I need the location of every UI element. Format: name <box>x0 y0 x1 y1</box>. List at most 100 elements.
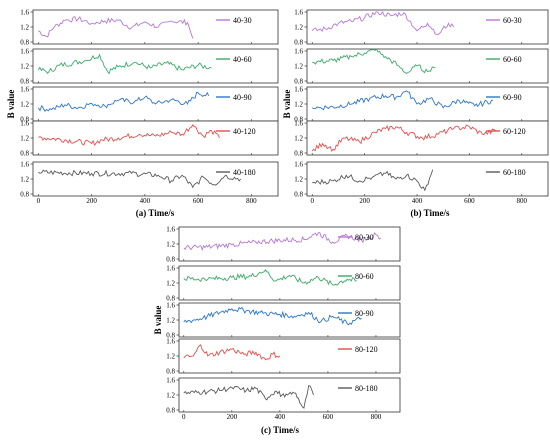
panel-caption-b: (b) Time/s <box>411 208 450 218</box>
series-line-60-180 <box>312 169 434 192</box>
legend-label: 60-90 <box>503 93 522 102</box>
y-tick-label: 1.6 <box>166 302 175 310</box>
chart-panels: 0.8 1.2 1.6 40-30 0.8 1.2 1.6 40-60 0.8 1.2 1.6 40-… <box>20 9 549 421</box>
y-axis-label: B value <box>153 306 163 335</box>
legend-label: 60-120 <box>503 127 526 136</box>
panel-caption-c: (c) Time/s <box>261 425 299 435</box>
y-tick-label: 0.8 <box>166 295 175 303</box>
legend-label: 80-60 <box>355 272 374 281</box>
y-tick-label: 0.8 <box>294 150 303 158</box>
y-tick-label: 1.2 <box>20 63 29 71</box>
series-line-80-30 <box>183 232 381 252</box>
subplot-80-90: 0.8 1.2 1.6 80-90 <box>166 302 401 340</box>
subplot-40-30: 0.8 1.2 1.6 40-30 <box>20 9 279 47</box>
series-line-80-180 <box>183 384 314 409</box>
subplot-frame <box>32 161 279 197</box>
x-tick-label: 200 <box>86 197 97 205</box>
y-tick-label: 1.6 <box>20 120 29 128</box>
legend-label: 40-120 <box>233 127 256 136</box>
x-tick-label: 400 <box>275 413 286 421</box>
series-line-80-120 <box>183 344 281 361</box>
subplot-60-180: 0.8 1.2 1.6 60-180 <box>294 161 549 199</box>
y-tick-label: 0.8 <box>166 368 175 376</box>
series-line-40-30 <box>38 16 194 39</box>
y-tick-label: 1.6 <box>294 9 303 17</box>
y-tick-label: 0.8 <box>294 191 303 199</box>
series-line-40-180 <box>38 169 242 189</box>
y-tick-label: 1.6 <box>166 265 175 273</box>
subplot-80-30: 0.8 1.2 1.6 80-30 <box>166 226 401 264</box>
legend-label: 60-30 <box>503 16 522 25</box>
subplot-40-180: 0.8 1.2 1.6 40-180 <box>20 161 279 199</box>
subplot-80-180: 0.8 1.2 1.6 80-180 <box>166 377 401 415</box>
subplot-frame <box>32 9 279 45</box>
legend-label: 80-30 <box>355 233 374 242</box>
subplot-frame <box>306 161 549 197</box>
legend-label: 80-180 <box>355 384 378 393</box>
y-axis-label: B value <box>282 90 292 119</box>
y-tick-label: 0.8 <box>166 407 175 415</box>
x-tick-label: 0 <box>310 197 314 205</box>
x-tick-label: 0 <box>37 197 41 205</box>
y-tick-label: 1.2 <box>166 280 175 288</box>
x-tick-label: 200 <box>227 413 238 421</box>
y-tick-label: 0.8 <box>294 39 303 47</box>
y-tick-label: 0.8 <box>20 150 29 158</box>
y-tick-label: 1.6 <box>166 338 175 346</box>
legend-label: 40-90 <box>233 93 252 102</box>
y-tick-label: 1.2 <box>20 176 29 184</box>
subplot-80-60: 0.8 1.2 1.6 80-60 <box>166 265 401 303</box>
subplot-40-60: 0.8 1.2 1.6 40-60 <box>20 48 279 86</box>
y-tick-label: 0.8 <box>20 116 29 124</box>
subplot-frame <box>178 302 401 338</box>
y-tick-label: 1.2 <box>20 101 29 109</box>
y-axis-label-c: B value <box>153 306 163 335</box>
subplot-80-120: 0.8 1.2 1.6 80-120 <box>166 338 401 376</box>
y-tick-label: 1.2 <box>294 101 303 109</box>
y-tick-label: 1.6 <box>294 120 303 128</box>
y-tick-label: 1.6 <box>20 48 29 56</box>
series-line-40-60 <box>37 53 212 75</box>
series-line-40-90 <box>37 91 210 112</box>
subplot-60-90: 0.8 1.2 1.6 60-90 <box>294 86 549 124</box>
legend-label: 60-180 <box>503 168 526 177</box>
x-tick-label: 600 <box>193 197 204 205</box>
x-tick-label: 600 <box>323 413 334 421</box>
y-tick-label: 1.2 <box>294 176 303 184</box>
y-tick-label: 0.8 <box>20 78 29 86</box>
legend-label: 40-60 <box>233 55 252 64</box>
y-tick-label: 1.6 <box>20 86 29 94</box>
legend-label: 80-120 <box>355 345 378 354</box>
y-tick-label: 0.8 <box>20 39 29 47</box>
y-tick-label: 1.6 <box>294 161 303 169</box>
x-tick-label: 200 <box>359 197 370 205</box>
series-line-40-120 <box>38 124 220 147</box>
panel-caption-a: (a) Time/s <box>136 208 175 218</box>
y-axis-label-b: B value <box>282 90 292 119</box>
subplot-60-30: 0.8 1.2 1.6 60-30 <box>294 9 549 47</box>
series-line-60-120 <box>311 124 496 152</box>
subplot-40-90: 0.8 1.2 1.6 40-90 <box>20 86 279 124</box>
series-line-60-60 <box>312 48 436 75</box>
legend-label: 60-60 <box>503 55 522 64</box>
y-axis-label-a: B value <box>6 90 16 119</box>
subplot-40-120: 0.8 1.2 1.6 40-120 <box>20 120 279 158</box>
y-tick-label: 0.8 <box>166 256 175 264</box>
series-line-60-90 <box>312 90 493 111</box>
y-tick-label: 1.2 <box>294 24 303 32</box>
y-axis-label: B value <box>6 90 16 119</box>
y-tick-label: 1.2 <box>294 63 303 71</box>
subplot-frame <box>306 86 549 122</box>
x-tick-label: 600 <box>464 197 475 205</box>
legend-label: 80-90 <box>355 309 374 318</box>
x-tick-label: 800 <box>517 197 528 205</box>
y-tick-label: 1.6 <box>166 226 175 234</box>
legend-label: 40-180 <box>233 168 256 177</box>
y-tick-label: 1.2 <box>166 241 175 249</box>
y-tick-label: 0.8 <box>166 332 175 340</box>
y-tick-label: 0.8 <box>294 78 303 86</box>
y-tick-label: 1.6 <box>294 48 303 56</box>
x-tick-label: 400 <box>412 197 423 205</box>
subplot-frame <box>306 9 549 45</box>
